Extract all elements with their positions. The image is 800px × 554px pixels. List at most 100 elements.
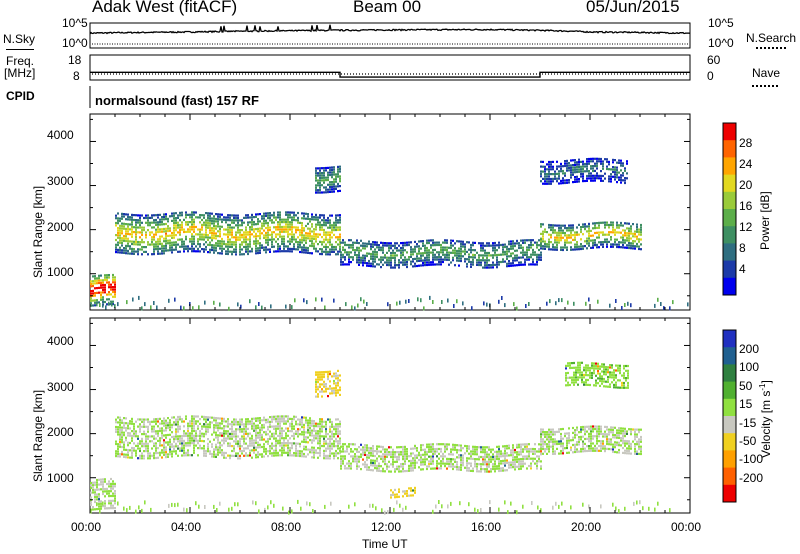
velocity-cell bbox=[131, 439, 133, 442]
power-cell bbox=[299, 241, 301, 244]
power-cell bbox=[390, 261, 392, 264]
velocity-cell bbox=[225, 432, 227, 435]
velocity-cell bbox=[476, 453, 478, 456]
power-cell bbox=[416, 264, 418, 268]
power-cell bbox=[191, 223, 193, 226]
velocity-cell bbox=[410, 467, 412, 470]
power-cell bbox=[624, 222, 626, 225]
velocity-cell bbox=[319, 435, 321, 438]
power-cell bbox=[630, 232, 632, 235]
velocity-cell bbox=[185, 451, 187, 454]
velocity-cell bbox=[301, 452, 303, 455]
power-cell bbox=[398, 249, 400, 252]
power-cell bbox=[297, 241, 299, 244]
power-cell bbox=[590, 172, 592, 175]
power-cell bbox=[616, 161, 618, 164]
velocity-cell bbox=[291, 425, 293, 428]
velocity-cell bbox=[115, 428, 117, 431]
velocity-cell bbox=[255, 424, 257, 427]
velocity-cell bbox=[213, 431, 215, 434]
power-cell bbox=[496, 256, 498, 259]
power-cell bbox=[201, 223, 203, 226]
power-cell bbox=[594, 224, 596, 227]
power-cell bbox=[315, 240, 317, 243]
power-cell bbox=[199, 216, 201, 219]
power-cell bbox=[618, 226, 620, 229]
power-cell bbox=[616, 176, 618, 179]
velocity-cell bbox=[323, 390, 325, 393]
power-cell bbox=[590, 174, 592, 177]
power-cell bbox=[450, 239, 452, 242]
power-cell bbox=[155, 231, 157, 234]
velocity-cell bbox=[279, 432, 281, 435]
power-cell bbox=[540, 237, 542, 240]
power-cell bbox=[255, 242, 257, 245]
velocity-cell bbox=[211, 433, 213, 436]
power-cell bbox=[253, 240, 255, 243]
velocity-cell bbox=[297, 428, 299, 431]
power-cell bbox=[319, 184, 321, 187]
power-cell bbox=[301, 231, 303, 234]
power-cell bbox=[92, 280, 94, 283]
velocity-cell bbox=[311, 422, 313, 425]
power-cell bbox=[137, 219, 139, 222]
power-cell bbox=[526, 258, 528, 261]
power-cell bbox=[339, 214, 341, 217]
power-cell bbox=[297, 243, 299, 246]
velocity-cell bbox=[305, 431, 307, 434]
velocity-cell bbox=[378, 467, 380, 470]
power-cell bbox=[576, 161, 578, 164]
power-cell bbox=[291, 216, 293, 219]
velocity-cell bbox=[400, 470, 402, 473]
velocity-cell bbox=[151, 428, 153, 431]
power-cell bbox=[402, 246, 404, 249]
power-cell bbox=[480, 244, 482, 247]
power-cell bbox=[560, 165, 562, 168]
power-cell bbox=[640, 238, 642, 241]
velocity-cell bbox=[335, 387, 337, 390]
velocity-cell bbox=[193, 415, 195, 418]
velocity-cell bbox=[181, 435, 183, 438]
power-cell bbox=[185, 211, 187, 214]
power-cell bbox=[227, 216, 229, 219]
power-cell bbox=[261, 217, 263, 220]
velocity-cell bbox=[291, 420, 293, 423]
power-cell bbox=[110, 283, 112, 286]
power-cell bbox=[249, 221, 251, 224]
power-ground-scatter bbox=[270, 304, 272, 309]
velocity-cell bbox=[321, 435, 323, 438]
power-cell bbox=[536, 263, 538, 266]
power-cell bbox=[279, 218, 281, 221]
power-cell bbox=[325, 179, 327, 182]
velocity-cell bbox=[474, 450, 476, 453]
velocity-cell bbox=[147, 447, 149, 450]
velocity-cell bbox=[133, 425, 135, 428]
power-cell bbox=[636, 238, 638, 241]
power-cell bbox=[638, 240, 640, 243]
nave-label: Nave bbox=[752, 66, 781, 80]
power-ground-scatter bbox=[132, 297, 134, 302]
power-cell bbox=[560, 162, 562, 165]
power-cell bbox=[329, 231, 331, 234]
velocity-cell bbox=[366, 463, 368, 466]
velocity-cell bbox=[159, 437, 161, 440]
power-cell bbox=[305, 251, 307, 254]
power-cell bbox=[620, 169, 622, 172]
velocity-cell bbox=[227, 444, 229, 447]
power-cell bbox=[516, 259, 518, 262]
power-cell bbox=[271, 243, 273, 246]
power-cell bbox=[630, 244, 632, 247]
power-cell bbox=[255, 237, 257, 240]
power-cell bbox=[112, 288, 114, 291]
power-cell bbox=[307, 234, 309, 237]
power-ground-scatter bbox=[219, 302, 221, 307]
power-cell bbox=[247, 248, 249, 251]
power-cell bbox=[562, 248, 564, 252]
power-cell bbox=[398, 244, 400, 247]
power-cell bbox=[606, 238, 608, 241]
power-cell bbox=[106, 278, 108, 282]
velocity-cell bbox=[480, 468, 482, 471]
power-cell bbox=[382, 258, 384, 261]
velocity-cell bbox=[241, 423, 243, 426]
power-cell bbox=[147, 221, 149, 224]
